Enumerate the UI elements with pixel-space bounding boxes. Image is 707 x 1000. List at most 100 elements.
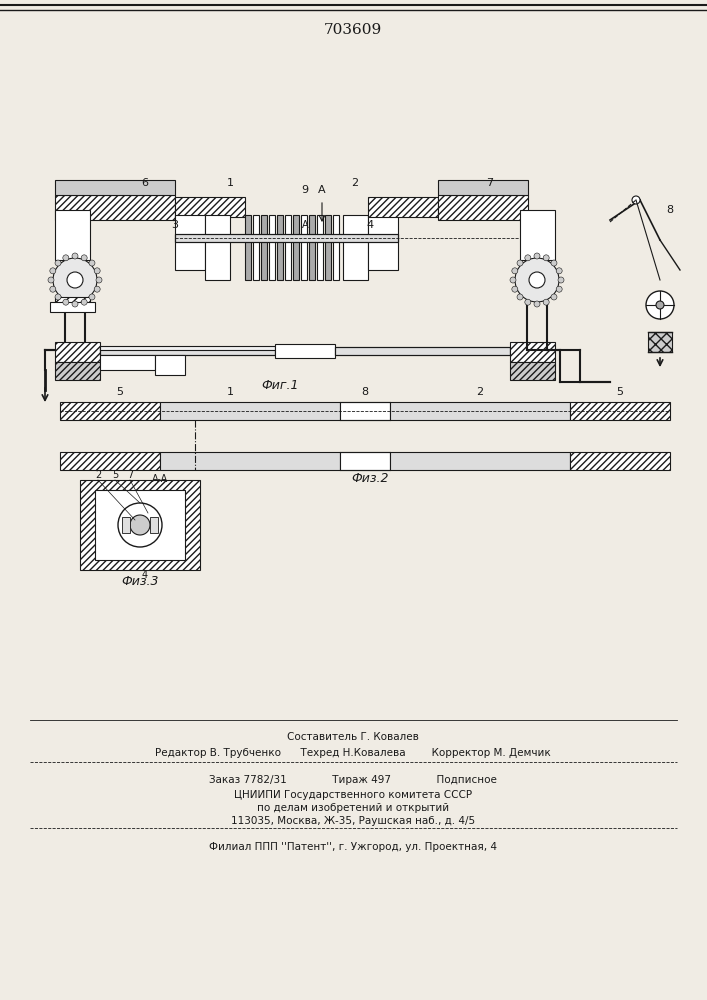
Circle shape [81, 255, 87, 261]
Bar [368, 215, 398, 270]
Circle shape [543, 299, 549, 305]
Text: Физ.2: Физ.2 [351, 472, 389, 485]
Text: 7: 7 [127, 470, 133, 480]
Text: 5: 5 [117, 387, 124, 397]
Bar [160, 402, 340, 420]
Bar [50, 302, 95, 312]
Circle shape [89, 260, 95, 266]
Bar [277, 215, 283, 280]
Circle shape [130, 515, 150, 535]
Bar [285, 215, 291, 280]
Bar [55, 297, 90, 305]
Text: 1: 1 [226, 178, 233, 188]
Bar [245, 215, 251, 280]
Circle shape [55, 294, 61, 300]
Bar [261, 215, 267, 280]
Text: 6: 6 [141, 178, 148, 188]
Circle shape [517, 260, 523, 266]
Circle shape [534, 253, 540, 259]
Circle shape [525, 299, 531, 305]
Circle shape [534, 301, 540, 307]
Bar [343, 215, 368, 280]
Circle shape [558, 277, 564, 283]
Bar [253, 215, 259, 280]
Bar [205, 215, 230, 280]
Bar [80, 480, 200, 570]
Text: 2: 2 [95, 470, 101, 480]
Text: 113035, Москва, Ж-35, Раушская наб., д. 4/5: 113035, Москва, Ж-35, Раушская наб., д. … [231, 816, 475, 826]
Bar [648, 332, 672, 352]
Bar [301, 215, 307, 280]
Bar [340, 452, 390, 470]
Text: 4: 4 [366, 220, 373, 230]
Circle shape [646, 291, 674, 319]
Text: Филиал ППП ''Патент'', г. Ужгород, ул. Проектная, 4: Филиал ППП ''Патент'', г. Ужгород, ул. П… [209, 842, 497, 852]
Bar [55, 362, 100, 380]
Circle shape [525, 255, 531, 261]
Bar [55, 210, 90, 260]
Circle shape [96, 277, 102, 283]
Circle shape [551, 260, 557, 266]
Circle shape [632, 196, 640, 204]
Bar [150, 517, 158, 533]
Circle shape [556, 268, 562, 274]
Text: 3: 3 [172, 220, 178, 230]
Text: Фиг.1: Фиг.1 [262, 379, 299, 392]
Circle shape [515, 258, 559, 302]
Text: 4: 4 [142, 570, 148, 580]
Bar [175, 234, 398, 242]
Circle shape [48, 277, 54, 283]
Bar [333, 215, 339, 280]
Circle shape [529, 272, 545, 288]
Bar [335, 347, 510, 355]
Circle shape [656, 301, 664, 309]
Text: A: A [318, 185, 326, 195]
Text: A: A [302, 220, 308, 230]
Bar [175, 197, 245, 217]
Circle shape [72, 301, 78, 307]
Text: A-A: A-A [152, 474, 168, 484]
Bar [510, 362, 555, 380]
Text: 1: 1 [226, 387, 233, 397]
Bar [510, 342, 555, 362]
Bar [340, 402, 390, 420]
Bar [100, 347, 275, 355]
Circle shape [49, 286, 56, 292]
Bar [438, 195, 528, 220]
Bar [60, 402, 160, 420]
Circle shape [512, 286, 518, 292]
Bar [335, 347, 510, 355]
Bar [60, 452, 160, 470]
Circle shape [517, 294, 523, 300]
Bar [55, 195, 175, 220]
Text: 9: 9 [301, 185, 308, 195]
Circle shape [63, 299, 69, 305]
Circle shape [67, 272, 83, 288]
Bar [269, 215, 275, 280]
Circle shape [512, 268, 518, 274]
Bar [293, 215, 299, 280]
Text: 5: 5 [112, 470, 118, 480]
Bar [175, 234, 398, 242]
Text: Физ.3: Физ.3 [121, 575, 159, 588]
Text: 8: 8 [667, 205, 674, 215]
Circle shape [94, 286, 100, 292]
Bar [100, 347, 275, 355]
Text: Редактор В. Трубченко      Техред Н.Ковалева        Корректор М. Демчик: Редактор В. Трубченко Техред Н.Ковалева … [155, 748, 551, 758]
Bar [309, 215, 315, 280]
Bar [160, 452, 340, 470]
Circle shape [118, 503, 162, 547]
Circle shape [89, 294, 95, 300]
Text: ЦНИИПИ Государственного комитета СССР: ЦНИИПИ Государственного комитета СССР [234, 790, 472, 800]
Circle shape [55, 260, 61, 266]
Bar [122, 517, 130, 533]
Circle shape [94, 268, 100, 274]
Text: 2: 2 [351, 178, 358, 188]
Text: по делам изобретений и открытий: по делам изобретений и открытий [257, 803, 449, 813]
Bar [438, 180, 528, 195]
Bar [390, 452, 570, 470]
Bar [55, 180, 175, 195]
Bar [317, 215, 323, 280]
Bar [55, 342, 100, 362]
Circle shape [551, 294, 557, 300]
